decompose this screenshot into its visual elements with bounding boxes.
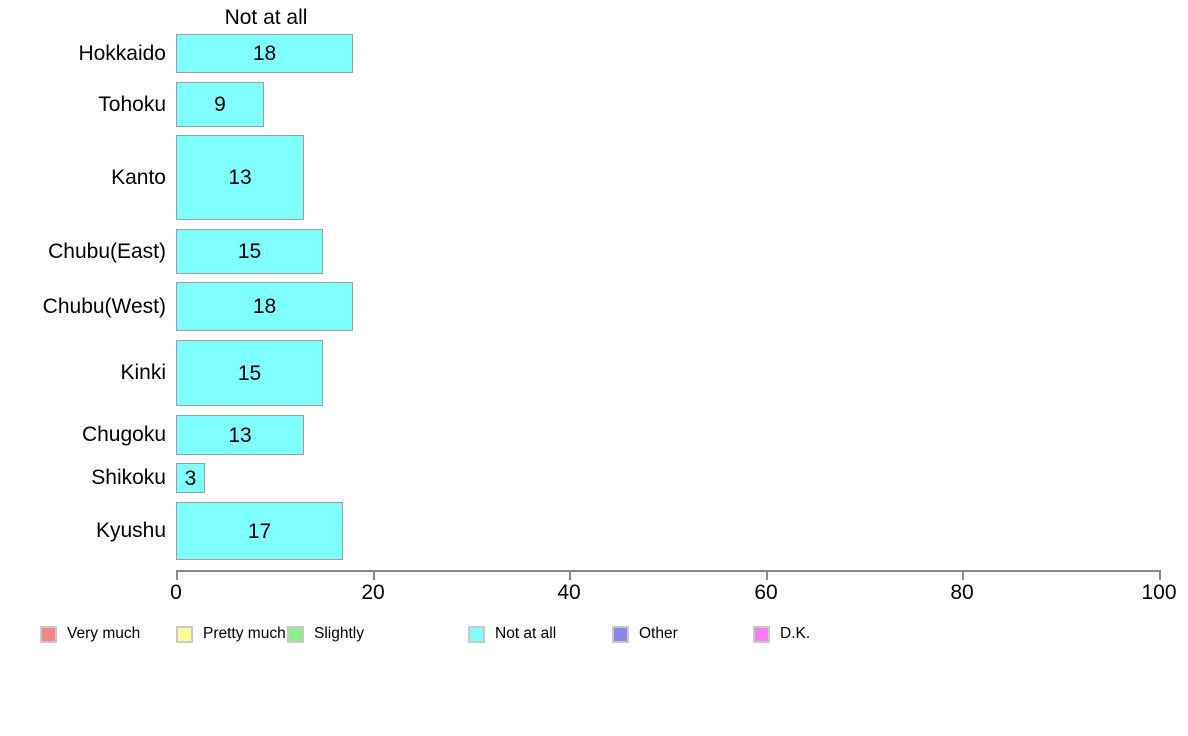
bar-value-label: 18 xyxy=(252,295,277,318)
bar-value-label: 15 xyxy=(237,240,262,263)
bar: 3 xyxy=(176,463,205,493)
chart-title: Not at all xyxy=(224,6,308,29)
category-label: Hokkaido xyxy=(78,41,166,65)
category-label: Tohoku xyxy=(98,92,166,116)
bar: 17 xyxy=(176,502,343,560)
category-label: Kinki xyxy=(120,361,166,384)
bar-value-label: 17 xyxy=(247,519,272,543)
x-axis-tick xyxy=(766,570,768,580)
category-label: Chubu(East) xyxy=(48,239,166,263)
legend-item: Other xyxy=(612,623,678,645)
category-label: Chugoku xyxy=(81,423,166,446)
legend-item: D.K. xyxy=(753,623,810,645)
legend-item: Slightly xyxy=(287,623,364,645)
legend-label: Other xyxy=(639,625,678,642)
legend-label: Very much xyxy=(67,625,141,642)
legend-swatch xyxy=(468,625,485,643)
x-axis-tick-label: 60 xyxy=(754,581,778,604)
x-axis-tick xyxy=(569,570,571,580)
bar-value-label: 15 xyxy=(237,361,262,385)
x-axis-tick xyxy=(373,570,375,580)
category-label: Kyushu xyxy=(95,519,166,542)
x-axis-tick xyxy=(176,570,178,580)
legend-item: Not at all xyxy=(468,623,556,645)
bar: 13 xyxy=(176,135,304,220)
legend-swatch xyxy=(176,625,193,643)
bar-value-label: 18 xyxy=(252,42,277,65)
bar-value-label: 13 xyxy=(228,423,252,447)
x-axis-tick-label: 0 xyxy=(170,581,182,604)
bar-value-label: 3 xyxy=(184,466,197,490)
bar: 13 xyxy=(176,415,304,455)
bar: 9 xyxy=(176,82,264,127)
x-axis-tick xyxy=(962,570,964,580)
legend-label: Not at all xyxy=(495,625,557,642)
legend-swatch xyxy=(612,625,629,643)
x-axis-tick-label: 80 xyxy=(950,581,974,604)
legend-swatch xyxy=(287,625,304,643)
legend-item: Very much xyxy=(40,623,140,645)
legend-swatch xyxy=(753,625,770,643)
x-axis-tick-label: 40 xyxy=(557,581,581,604)
x-axis-tick-label: 100 xyxy=(1141,581,1177,604)
x-axis-tick-label: 20 xyxy=(361,581,385,604)
category-label: Shikoku xyxy=(91,466,166,489)
bar: 15 xyxy=(176,340,323,406)
bar: 18 xyxy=(176,282,353,331)
legend-label: Pretty much xyxy=(203,625,286,642)
bar: 15 xyxy=(176,229,323,274)
category-label: Kanto xyxy=(111,165,166,189)
category-label: Chubu(West) xyxy=(42,294,166,318)
legend-label: Slightly xyxy=(314,625,364,642)
bar-value-label: 13 xyxy=(228,166,252,189)
legend-label: D.K. xyxy=(780,625,811,642)
bar: 18 xyxy=(176,34,353,73)
x-axis-line xyxy=(176,570,1159,572)
x-axis-tick xyxy=(1159,570,1161,580)
legend-swatch xyxy=(40,625,57,643)
legend-item: Pretty much xyxy=(176,623,286,645)
bar-value-label: 9 xyxy=(214,93,226,116)
